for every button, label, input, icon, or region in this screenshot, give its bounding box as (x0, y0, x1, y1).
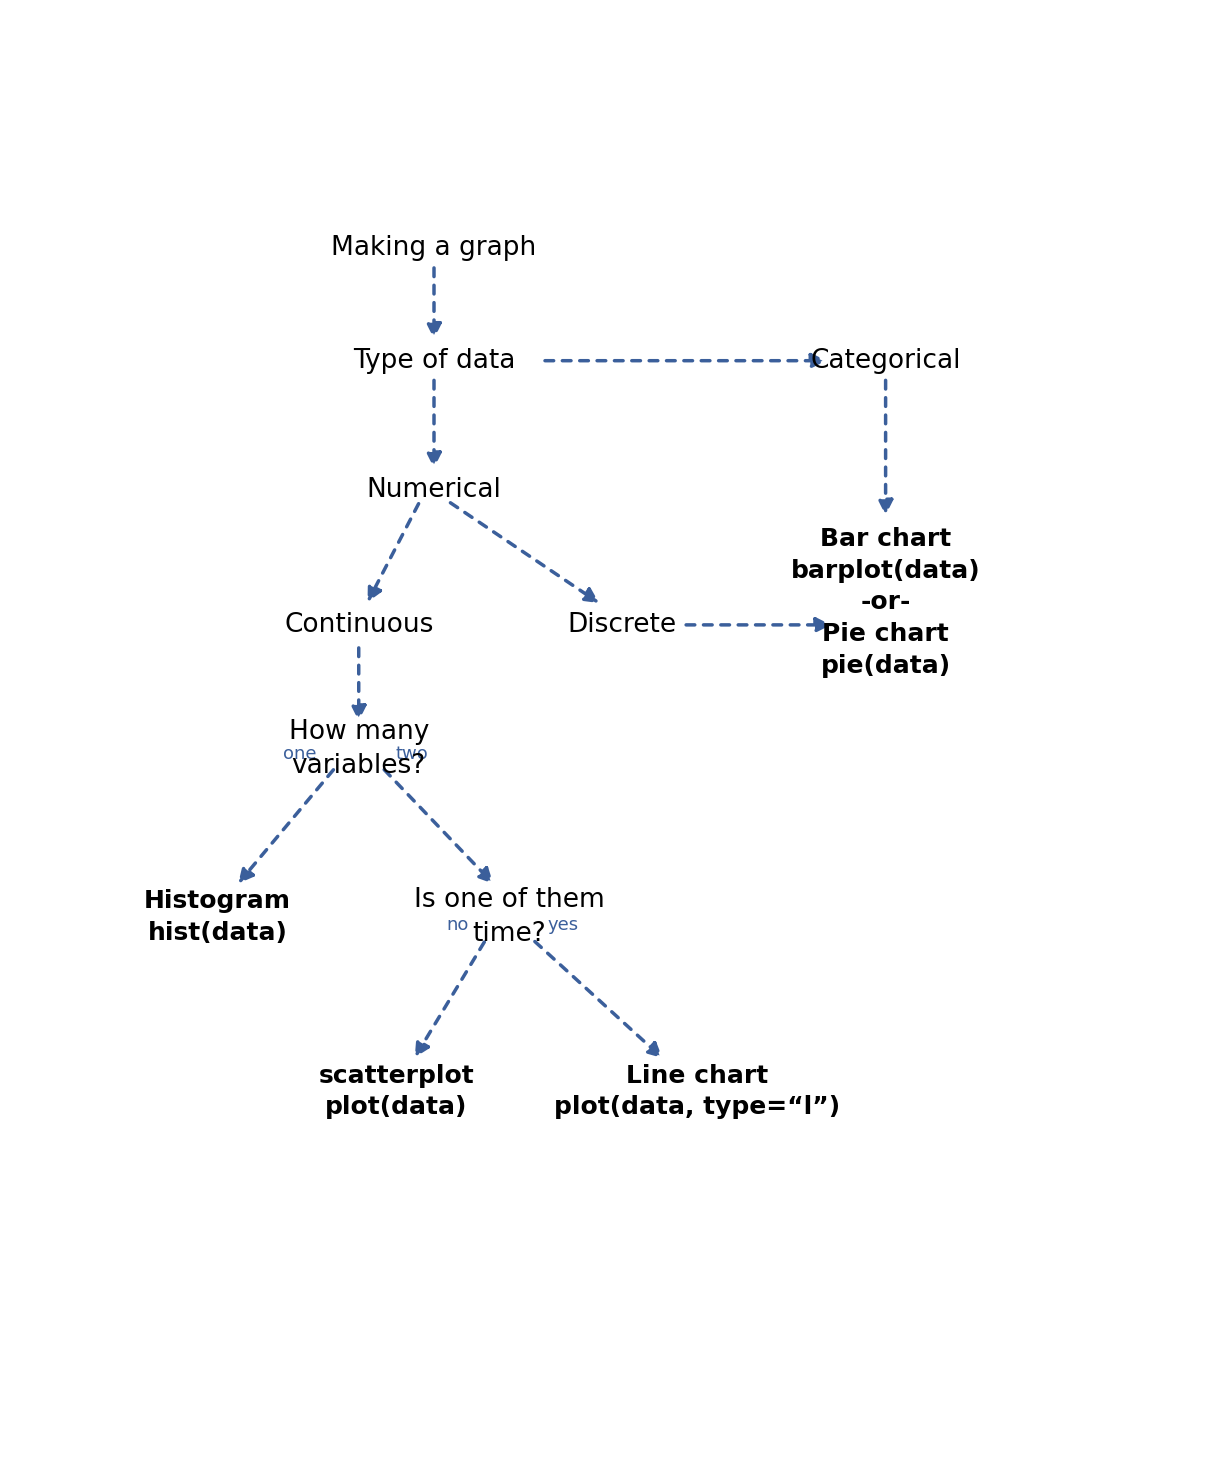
Text: Type of data: Type of data (353, 347, 515, 374)
Text: Discrete: Discrete (568, 612, 676, 638)
Text: Making a graph: Making a graph (331, 235, 537, 261)
Text: How many
variables?: How many variables? (289, 718, 429, 778)
Text: Is one of them
time?: Is one of them time? (414, 888, 605, 948)
Text: one: one (283, 745, 316, 764)
Text: Categorical: Categorical (811, 347, 960, 374)
Text: Line chart
plot(data, type=“l”): Line chart plot(data, type=“l”) (555, 1064, 840, 1120)
Text: Numerical: Numerical (367, 477, 501, 504)
Text: no: no (447, 915, 469, 934)
Text: scatterplot
plot(data): scatterplot plot(data) (318, 1064, 475, 1120)
Text: Bar chart
barplot(data)
-or-
Pie chart
pie(data): Bar chart barplot(data) -or- Pie chart p… (790, 527, 981, 677)
Text: Histogram
hist(data): Histogram hist(data) (144, 889, 291, 945)
Text: yes: yes (548, 915, 578, 934)
Text: Continuous: Continuous (284, 612, 433, 638)
Text: two: two (396, 745, 429, 764)
